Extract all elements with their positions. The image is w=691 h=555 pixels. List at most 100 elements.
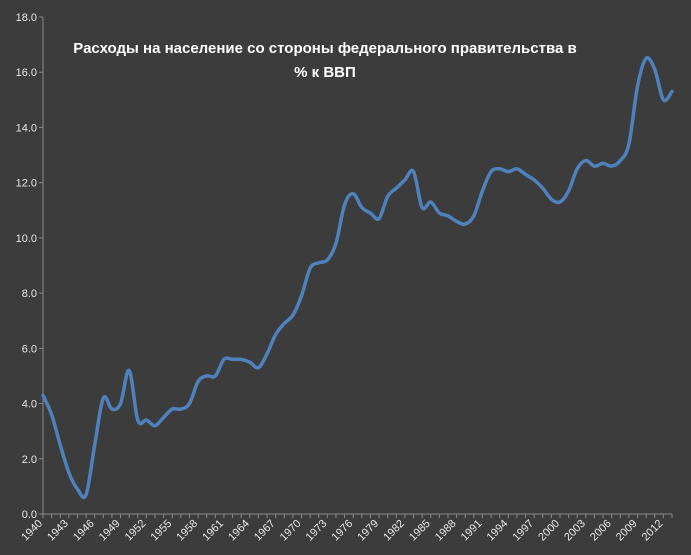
chart-title: Расходы на население со стороны федераль…	[73, 40, 576, 81]
y-tick-label: 16.0	[16, 67, 37, 79]
data-point	[265, 352, 269, 356]
y-tick-label: 2.0	[22, 454, 37, 466]
x-tick-label: 1955	[149, 518, 175, 544]
data-point	[661, 98, 665, 102]
data-point	[75, 487, 79, 491]
x-tick-label: 1952	[123, 518, 149, 544]
data-point	[170, 407, 174, 411]
data-point	[136, 418, 140, 422]
data-point	[532, 178, 536, 182]
data-point	[67, 471, 71, 475]
data-point	[446, 214, 450, 218]
data-point	[213, 374, 217, 378]
data-point	[162, 415, 166, 419]
x-tick-label: 1961	[200, 518, 226, 544]
data-point	[58, 443, 62, 447]
data-point	[575, 167, 579, 171]
data-point	[420, 206, 424, 210]
data-point	[101, 396, 105, 400]
data-point	[592, 164, 596, 168]
data-point	[644, 56, 648, 60]
y-tick-label: 14.0	[16, 122, 37, 134]
chart-title-line-2: % к ВВП	[294, 64, 356, 81]
x-tick-label: 1970	[278, 518, 304, 544]
data-point	[515, 167, 519, 171]
data-point	[239, 357, 243, 361]
data-point	[541, 186, 545, 190]
data-point	[317, 261, 321, 265]
data-point	[196, 379, 200, 383]
data-point	[455, 219, 459, 223]
x-tick-label: 2003	[562, 518, 588, 544]
data-point	[498, 167, 502, 171]
x-tick-label: 2012	[640, 518, 666, 544]
x-axis-ticks: 1940 1943 1946 1949 1952 1955 1958 1961 1964 1967…	[19, 514, 673, 544]
data-point	[368, 211, 372, 215]
series-layer	[41, 56, 674, 500]
data-point	[93, 443, 97, 447]
data-point	[429, 200, 433, 204]
x-tick-label: 1964	[226, 518, 252, 544]
y-tick-label: 18.0	[16, 12, 37, 24]
data-point	[670, 90, 674, 94]
x-tick-label: 1997	[510, 518, 536, 544]
data-point	[325, 258, 329, 262]
data-point	[627, 142, 631, 146]
data-point	[41, 393, 45, 397]
data-point	[567, 189, 571, 193]
x-tick-label: 1994	[485, 518, 511, 544]
data-point	[524, 172, 528, 176]
x-tick-label: 1973	[304, 518, 330, 544]
data-point	[153, 424, 157, 428]
axes	[42, 17, 672, 515]
x-tick-label: 2006	[588, 518, 614, 544]
data-point	[248, 360, 252, 364]
data-point	[653, 67, 657, 71]
data-point	[308, 266, 312, 270]
x-tick-label: 1991	[459, 518, 485, 544]
data-point	[463, 222, 467, 226]
data-point	[205, 374, 209, 378]
data-point	[291, 313, 295, 317]
y-tick-label: 6.0	[22, 343, 37, 355]
data-point	[127, 368, 131, 372]
data-point	[403, 178, 407, 182]
x-tick-label: 1967	[252, 518, 278, 544]
x-tick-label: 2009	[614, 518, 640, 544]
data-point	[377, 217, 381, 221]
x-tick-label: 1988	[433, 518, 459, 544]
data-point	[412, 170, 416, 174]
data-point	[144, 418, 148, 422]
x-tick-label: 1982	[381, 518, 407, 544]
x-tick-label: 1949	[97, 518, 123, 544]
data-point	[618, 159, 622, 163]
x-tick-label: 1958	[174, 518, 200, 544]
y-tick-label: 12.0	[16, 178, 37, 190]
chart-title-line-1: Расходы на население со стороны федераль…	[73, 40, 576, 57]
data-point	[601, 161, 605, 165]
data-point	[360, 206, 364, 210]
data-point	[437, 211, 441, 215]
data-point	[610, 164, 614, 168]
series-line	[41, 56, 674, 500]
data-point	[480, 189, 484, 193]
x-tick-label: 1985	[407, 518, 433, 544]
data-point	[110, 407, 114, 411]
data-point	[636, 84, 640, 88]
data-point	[179, 407, 183, 411]
data-point	[558, 200, 562, 204]
data-point	[282, 321, 286, 325]
data-point	[506, 170, 510, 174]
data-point	[256, 366, 260, 370]
data-point	[489, 170, 493, 174]
data-point	[549, 197, 553, 201]
data-point	[222, 357, 226, 361]
data-point	[231, 357, 235, 361]
x-tick-label: 1976	[330, 518, 356, 544]
data-point	[343, 203, 347, 207]
data-point	[50, 413, 54, 417]
y-tick-label: 8.0	[22, 288, 37, 300]
x-tick-label: 2000	[536, 518, 562, 544]
